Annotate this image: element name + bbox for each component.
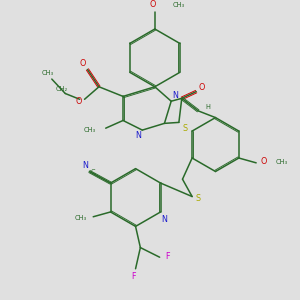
Text: CH₃: CH₃: [84, 127, 96, 133]
Text: N: N: [82, 161, 88, 170]
Text: S: S: [195, 194, 200, 203]
Text: N: N: [172, 91, 178, 100]
Text: H: H: [206, 104, 211, 110]
Text: O: O: [260, 158, 266, 166]
Text: CH₃: CH₃: [42, 70, 54, 76]
Text: CH₃: CH₃: [74, 215, 86, 221]
Text: C: C: [91, 169, 95, 175]
Text: CH₃: CH₃: [275, 159, 287, 165]
Text: CH₂: CH₂: [55, 86, 68, 92]
Text: F: F: [131, 272, 136, 281]
Text: O: O: [76, 97, 82, 106]
Text: CH₃: CH₃: [172, 2, 184, 8]
Text: O: O: [150, 0, 156, 9]
Text: O: O: [80, 59, 86, 68]
Text: F: F: [165, 252, 170, 261]
Text: S: S: [182, 124, 187, 133]
Text: N: N: [161, 215, 167, 224]
Text: O: O: [199, 83, 205, 92]
Text: N: N: [136, 131, 141, 140]
